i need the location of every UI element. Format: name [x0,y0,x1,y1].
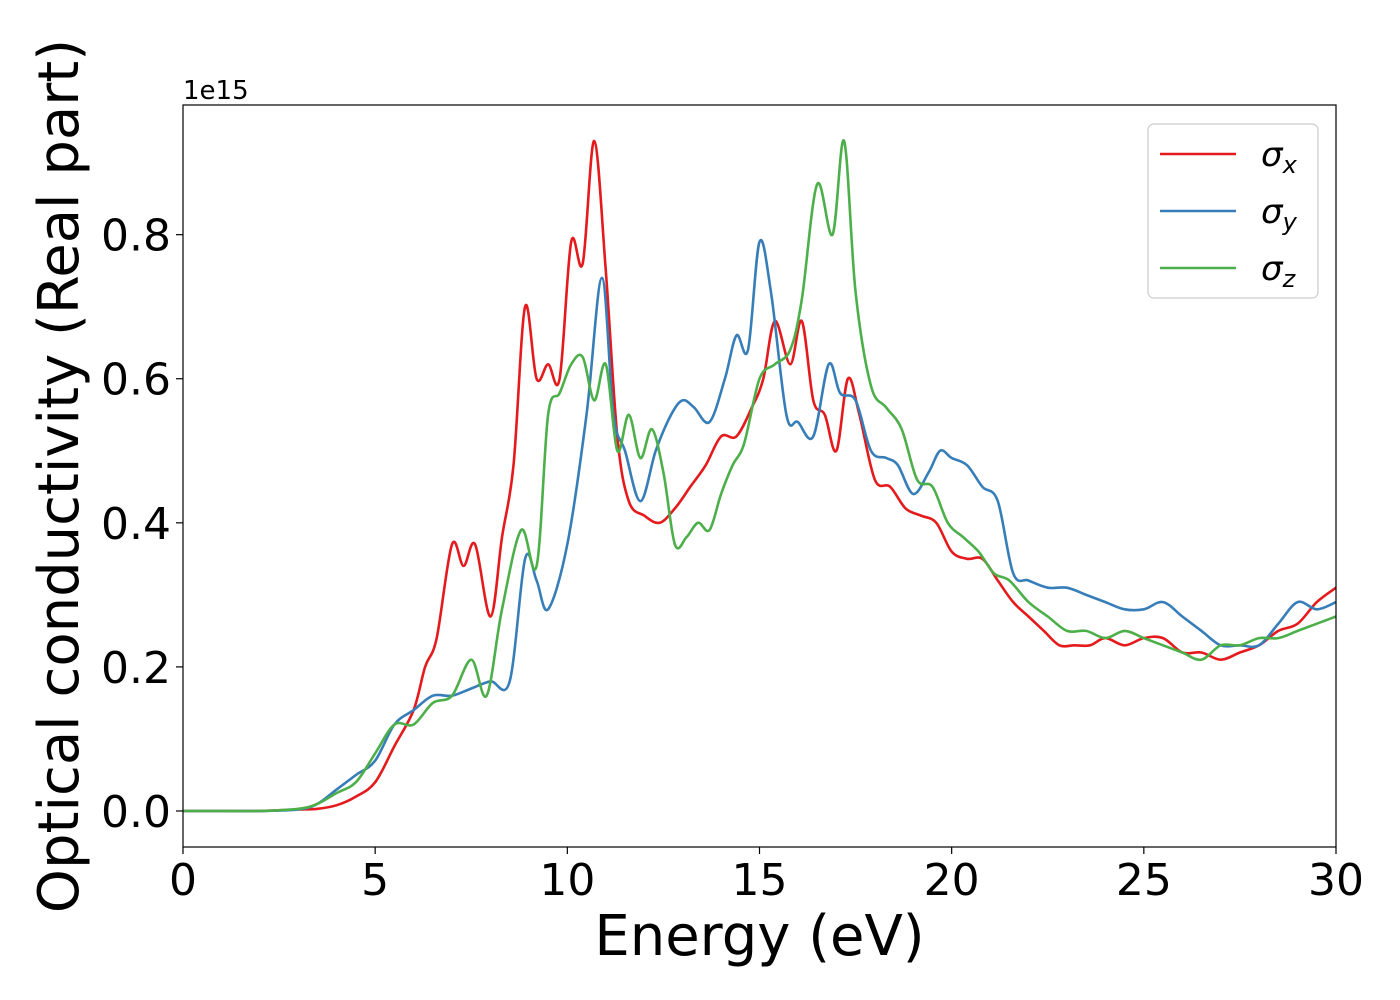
legend-label-y: σy [1261,192,1298,236]
y-offset-label: 1e15 [183,76,249,106]
legend-label-x: σx [1261,135,1298,179]
series-lines [183,139,1336,813]
x-tick-label: 15 [732,855,788,906]
axis-ticks: 0 5 10 15 20 25 30 0.0 0.2 0.4 0.6 0.8 [101,211,1364,906]
x-tick-label: 0 [169,855,197,906]
y-tick-label: 0.6 [101,355,171,406]
series-line-z [183,139,1336,813]
y-tick-label: 0.2 [101,643,171,694]
x-tick-label: 30 [1308,855,1364,906]
x-tick-label: 25 [1116,855,1172,906]
y-tick-label: 0.0 [101,787,171,838]
y-tick-label: 0.4 [101,499,171,550]
legend-label-z: σz [1261,249,1297,293]
legend: σx σy σz [1147,123,1319,299]
x-axis-title: Energy (eV) [594,904,924,969]
y-axis-title: Optical conductivity (Real part) [27,39,92,913]
y-tick-label: 0.8 [101,211,171,262]
x-tick-label: 10 [539,855,595,906]
x-tick-label: 5 [361,855,389,906]
series-line-y [183,238,1336,813]
series-line-x [183,139,1336,813]
x-tick-label: 20 [924,855,980,906]
